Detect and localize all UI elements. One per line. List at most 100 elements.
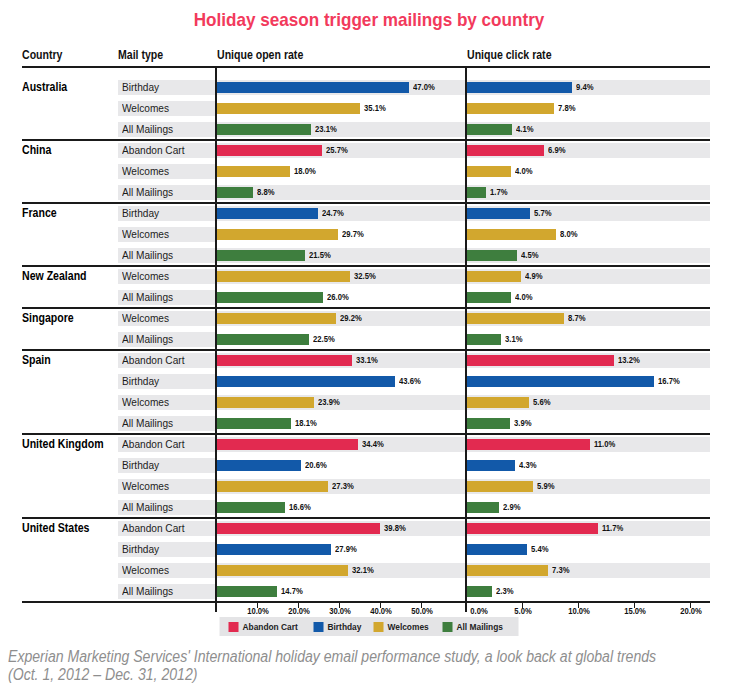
open-rate-value: 32.1% [352,563,374,578]
country-label: United States [22,521,89,536]
column-header-open-rate: Unique open rate [217,48,303,62]
click-rate-value: 3.1% [505,332,522,347]
click-rate-bar [467,313,564,324]
open-rate-bar [217,544,331,555]
legend-label: Birthday [327,621,361,632]
open-rate-bar [217,313,337,324]
legend-item: Birthday [313,621,366,632]
open-rate-value: 29.2% [340,311,362,326]
click-rate-bar [467,586,493,597]
mail-type-label: All Mailings [122,500,173,515]
mail-type-label: Birthday [122,80,159,95]
open-rate-bar [217,439,358,450]
country-label: Spain [22,353,51,368]
open-rate-value: 18.0% [294,164,316,179]
axis-tick-label: 50.0% [402,606,442,616]
open-rate-bar [217,334,309,345]
country-label: United Kingdom [22,437,104,452]
row-stripe [215,185,710,200]
open-rate-bar [217,355,353,366]
click-rate-bar [467,355,615,366]
open-rate-bar [217,145,322,156]
axis-tick-label: 20.0% [671,606,711,616]
country-separator [22,139,710,141]
click-rate-value: 1.7% [490,185,507,200]
click-rate-bar [467,523,598,534]
click-rate-value: 3.9% [514,416,531,431]
click-rate-bar [467,208,531,219]
legend-item: All Mailings [443,621,510,632]
click-rate-bar [467,418,511,429]
mail-type-label: All Mailings [122,416,173,431]
open-rate-bar [217,565,349,576]
axis-tick-label: 5.0% [503,606,543,616]
country-label: China [22,143,51,158]
click-rate-bar [467,292,512,303]
click-rate-value: 4.5% [521,248,538,263]
country-separator [22,349,710,351]
open-rate-value: 43.6% [399,374,421,389]
mail-type-label: Welcomes [122,227,169,242]
click-rate-value: 4.3% [519,458,536,473]
legend-item: Welcomes [374,621,435,632]
open-rate-value: 34.4% [362,437,384,452]
click-rate-value: 4.1% [516,122,533,137]
chart-page: Holiday season trigger mailings by count… [0,0,738,700]
chart-title: Holiday season trigger mailings by count… [37,9,701,31]
open-rate-bar [217,229,339,240]
mail-type-label: Welcomes [122,311,169,326]
footer-source-line2: (Oct. 1, 2012 – Dec. 31, 2012) [8,666,197,684]
click-rate-bar [467,397,530,408]
open-rate-value: 21.5% [309,248,331,263]
legend-label: Welcomes [388,621,429,632]
open-rate-value: 20.6% [305,458,327,473]
click-rate-value: 2.3% [496,584,513,599]
mail-type-label: All Mailings [122,185,173,200]
mail-type-label: Welcomes [122,395,169,410]
legend-item: Abandon Cart [229,621,306,632]
click-rate-value: 2.9% [503,500,520,515]
open-rate-bar [217,397,315,408]
open-rate-bar [217,187,253,198]
click-rate-bar [467,187,486,198]
click-rate-bar [467,502,499,513]
open-rate-value: 24.7% [322,206,344,221]
mail-type-label: Welcomes [122,269,169,284]
open-rate-bar [217,502,285,513]
column-header-mail-type: Mail type [118,48,163,62]
column-header-country: Country [22,48,62,62]
legend: Abandon Cart Birthday Welcomes All Mailings [220,617,519,636]
country-separator [22,265,710,267]
axis-tick-label: 10.0% [559,606,599,616]
click-rate-bar [467,271,522,282]
mail-type-label: Abandon Cart [122,521,184,536]
click-rate-bar [467,439,590,450]
click-rate-value: 4.9% [525,269,542,284]
click-rate-value: 5.6% [533,395,550,410]
open-rate-bar [217,82,410,93]
mail-type-label: Birthday [122,206,159,221]
open-rate-value: 25.7% [326,143,348,158]
open-rate-bar [217,292,324,303]
country-separator [22,433,710,435]
mail-type-label: Birthday [122,542,159,557]
open-rate-value: 33.1% [356,353,378,368]
open-rate-bar [217,460,301,471]
mail-type-label: Welcomes [122,164,169,179]
mail-type-label: All Mailings [122,248,173,263]
open-rate-value: 27.3% [332,479,354,494]
click-rate-bar [467,334,502,345]
open-rate-value: 39.8% [384,521,406,536]
open-rate-bar [217,271,350,282]
open-rate-value: 27.9% [335,542,357,557]
mail-type-label: All Mailings [122,332,173,347]
click-rate-bar [467,103,554,114]
axis-tick-label: 0.0% [459,606,499,616]
legend-swatch [229,622,239,632]
open-rate-value: 23.1% [315,122,337,137]
click-rate-bar [467,145,544,156]
open-rate-bar [217,166,291,177]
click-rate-bar [467,124,513,135]
click-rate-bar [467,166,512,177]
legend-label: Abandon Cart [243,621,298,632]
